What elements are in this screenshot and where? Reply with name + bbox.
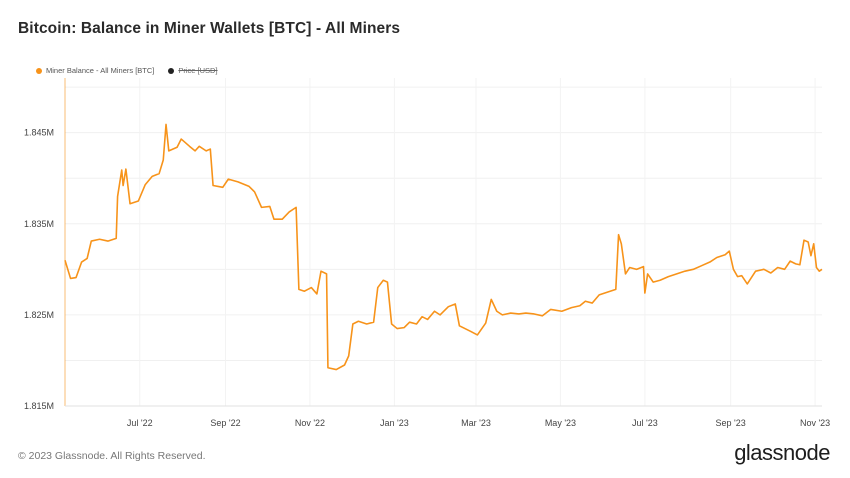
x-tick-label: Nov '23 xyxy=(800,418,830,428)
x-tick-label: May '23 xyxy=(545,418,576,428)
legend-item-price[interactable]: Price [USD] xyxy=(168,66,218,75)
legend-item-miner-balance[interactable]: Miner Balance - All Miners [BTC] xyxy=(36,66,154,75)
x-tick-label: Sep '23 xyxy=(716,418,746,428)
chart-title: Bitcoin: Balance in Miner Wallets [BTC] … xyxy=(18,20,401,37)
legend-dot-price xyxy=(168,67,175,74)
brand-logo: glassnode xyxy=(734,440,830,465)
legend-label-miner-balance: Miner Balance - All Miners [BTC] xyxy=(46,66,155,75)
legend-label-price: Price [USD] xyxy=(178,66,218,75)
y-tick-label: 1.825M xyxy=(24,310,54,320)
y-tick-label: 1.815M xyxy=(24,401,54,411)
x-tick-label: Jan '23 xyxy=(380,418,409,428)
legend: Miner Balance - All Miners [BTC] Price [… xyxy=(36,66,218,75)
x-tick-label: Jul '22 xyxy=(127,418,153,428)
x-tick-label: Nov '22 xyxy=(295,418,325,428)
series-line-miner-balance xyxy=(64,123,823,371)
y-tick-label: 1.845M xyxy=(24,128,54,138)
y-tick-label: 1.835M xyxy=(24,219,54,229)
copyright-text: © 2023 Glassnode. All Rights Reserved. xyxy=(18,450,206,462)
x-tick-label: Mar '23 xyxy=(461,418,491,428)
legend-dot-miner-balance xyxy=(36,67,42,74)
x-tick-label: Jul '23 xyxy=(632,418,658,428)
x-tick-label: Sep '22 xyxy=(210,418,240,428)
